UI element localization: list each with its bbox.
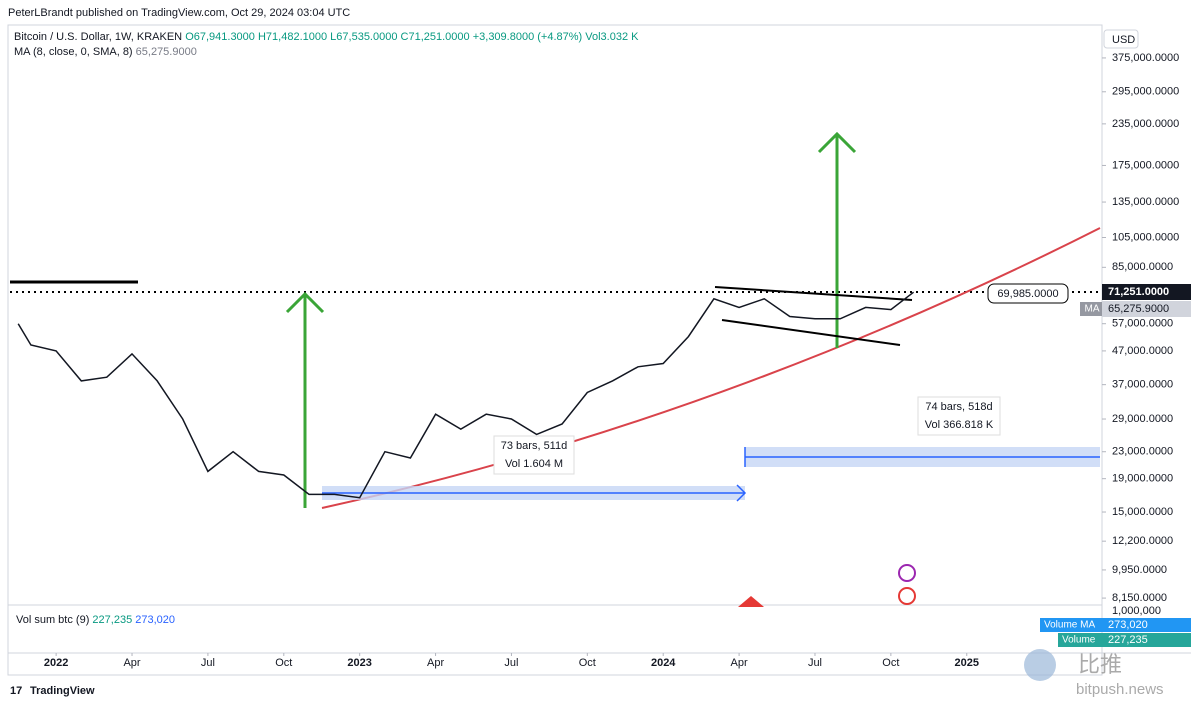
y-tick-label: 12,200.0000 bbox=[1112, 535, 1173, 547]
volume-value: 227,235 bbox=[92, 614, 132, 626]
volume-name: Volume bbox=[1062, 635, 1096, 646]
x-tick-label: Apr bbox=[123, 657, 140, 669]
close: C71,251.0000 bbox=[401, 31, 470, 43]
x-tick-label: Jul bbox=[504, 657, 518, 669]
ma-tag bbox=[1102, 301, 1191, 317]
y-tick-label: 23,000.0000 bbox=[1112, 446, 1173, 458]
ma-legend: MA (8, close, 0, SMA, 8) 65,275.9000 bbox=[14, 46, 197, 58]
brand-logo: 17 bbox=[10, 685, 22, 697]
watermark-site: bitpush.news bbox=[1076, 681, 1164, 698]
last-price: 71,251.0000 bbox=[1108, 286, 1169, 298]
x-tick-label: Oct bbox=[275, 657, 292, 669]
annotation: 73 bars, 511d bbox=[501, 440, 567, 452]
x-tick-label: 2024 bbox=[651, 657, 676, 669]
legend: Bitcoin / U.S. Dollar, 1W, KRAKEN O67,94… bbox=[14, 31, 639, 43]
volume-label: Vol sum btc (9) bbox=[16, 614, 89, 626]
currency[interactable]: USD bbox=[1112, 34, 1135, 46]
flag-top bbox=[714, 286, 913, 301]
x-tick-label: Jul bbox=[808, 657, 822, 669]
volume-ma-tag bbox=[1040, 618, 1191, 632]
y-tick-label: 37,000.0000 bbox=[1112, 379, 1173, 391]
publisher: PeterLBrandt published on TradingView.co… bbox=[8, 7, 350, 19]
plot: 375,000.0000 295,000.0000 235,000.0000 175,… bbox=[17, 52, 1179, 669]
annotation-box bbox=[493, 435, 575, 475]
x-tick-label: Oct bbox=[882, 657, 899, 669]
y-tick-label: 29,000.0000 bbox=[1112, 413, 1173, 425]
trend-line bbox=[321, 227, 1101, 509]
high: H71,482.1000 bbox=[258, 31, 327, 43]
change: +3,309.8000 (+4.87%) bbox=[473, 31, 582, 43]
y-tick-label: 175,000.0000 bbox=[1112, 159, 1179, 171]
x-tick-label: 2025 bbox=[955, 657, 979, 669]
currency-button[interactable] bbox=[1103, 29, 1139, 49]
event-marker[interactable] bbox=[738, 596, 764, 607]
annotation: 74 bars, 518d bbox=[925, 401, 992, 413]
annotation-box bbox=[917, 396, 1001, 436]
target-arrowhead bbox=[817, 131, 857, 154]
level-tag bbox=[987, 283, 1069, 304]
flag-bottom bbox=[721, 319, 901, 346]
ma-label: MA (8, close, 0, SMA, 8) bbox=[14, 46, 133, 58]
low: L67,535.0000 bbox=[330, 31, 397, 43]
volume-ma-tag-value: 273,020 bbox=[1108, 619, 1148, 631]
volume-ma-value: 273,020 bbox=[135, 614, 175, 626]
y-tick-label: 47,000.0000 bbox=[1112, 345, 1173, 357]
watermark-logo bbox=[1024, 649, 1056, 681]
x-tick-label: 2022 bbox=[44, 657, 68, 669]
x-tick-label: Apr bbox=[731, 657, 748, 669]
annotation: Vol 1.604 M bbox=[505, 458, 563, 470]
ma-value: 65,275.9000 bbox=[136, 46, 197, 58]
price-line bbox=[17, 291, 915, 499]
y-tick-label: 235,000.0000 bbox=[1112, 118, 1179, 130]
y-tick-label: 15,000.0000 bbox=[1112, 506, 1173, 518]
y-tick-label: 19,000.0000 bbox=[1112, 473, 1173, 485]
y-tick-label: 135,000.0000 bbox=[1112, 196, 1179, 208]
volume-legend: Vol sum btc (9) 227,235 273,020 bbox=[16, 614, 175, 626]
y-tick-label: 85,000.0000 bbox=[1112, 261, 1173, 273]
ma-price: 65,275.9000 bbox=[1108, 303, 1169, 315]
y-tick-label: 9,950.0000 bbox=[1112, 564, 1167, 576]
x-tick-label: 2023 bbox=[347, 657, 371, 669]
open: O67,941.3000 bbox=[185, 31, 255, 43]
y-tick-label: 375,000.0000 bbox=[1112, 52, 1179, 64]
ma-badge-text: MA bbox=[1085, 304, 1100, 315]
event-icon[interactable] bbox=[898, 587, 916, 605]
x-tick-label: Jul bbox=[201, 657, 215, 669]
x-tick-label: Oct bbox=[579, 657, 596, 669]
volume-tag bbox=[1058, 633, 1191, 647]
volume-tag-value: 227,235 bbox=[1108, 634, 1148, 646]
volume-ma-name: Volume MA bbox=[1044, 620, 1095, 631]
symbol: Bitcoin / U.S. Dollar, 1W, KRAKEN bbox=[14, 31, 182, 43]
watermark-cn: 比推 bbox=[1078, 652, 1122, 677]
target-arrowhead bbox=[285, 291, 325, 314]
volume-axis-label: 1,000,000 bbox=[1112, 605, 1161, 617]
ma-badge bbox=[1080, 302, 1104, 316]
chart-frame bbox=[7, 24, 1103, 676]
y-tick-label: 295,000.0000 bbox=[1112, 86, 1179, 98]
y-tick-label: 8,150.0000 bbox=[1112, 592, 1167, 604]
event-icon[interactable] bbox=[898, 564, 916, 582]
last-price-tag bbox=[1102, 284, 1191, 300]
level-tag-text: 69,985.0000 bbox=[997, 288, 1058, 300]
volume: Vol3.032 K bbox=[585, 31, 639, 43]
annotation: Vol 366.818 K bbox=[925, 419, 994, 431]
y-tick-label: 105,000.0000 bbox=[1112, 231, 1179, 243]
brand: TradingView bbox=[30, 685, 95, 697]
y-tick-label: 57,000.0000 bbox=[1112, 318, 1173, 330]
range-arrow bbox=[736, 484, 747, 502]
x-tick-label: Apr bbox=[427, 657, 444, 669]
